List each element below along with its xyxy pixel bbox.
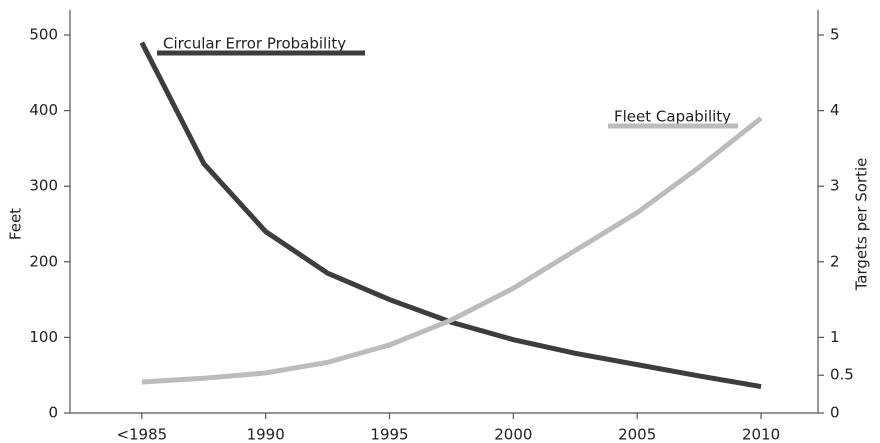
y-tick-label: 200 (29, 252, 58, 270)
y2-tick-label: 5 (830, 26, 840, 44)
y2-tick-label: 2 (830, 252, 840, 270)
series-label: Circular Error Probability (163, 35, 346, 53)
y2-tick-label: 4 (830, 101, 840, 119)
y-tick-label: 300 (29, 177, 58, 195)
y2-axis-label: Targets per Sortie (853, 158, 871, 292)
line (141, 116, 763, 385)
y-tick-label: 400 (29, 101, 58, 119)
x-tick-label: 1990 (247, 426, 285, 443)
y-tick-label: 500 (29, 26, 58, 44)
x-tick-label: 2010 (742, 426, 780, 443)
series-label: Fleet Capability (614, 108, 731, 126)
x-tick-label: 1995 (370, 426, 408, 443)
line (139, 41, 762, 390)
x-tick-label: 2005 (618, 426, 656, 443)
x-tick-label: 2000 (494, 426, 532, 443)
y2-tick-label: 0.5 (830, 366, 854, 384)
y2-tick-label: 0 (830, 404, 840, 422)
x-tick-label: <1985 (116, 426, 167, 443)
y2-tick-label: 1 (830, 328, 840, 346)
y-tick-label: 0 (48, 404, 58, 422)
y-axis-label: Feet (7, 208, 25, 240)
y-tick-label: 100 (29, 328, 58, 346)
y2-tick-label: 3 (830, 177, 840, 195)
